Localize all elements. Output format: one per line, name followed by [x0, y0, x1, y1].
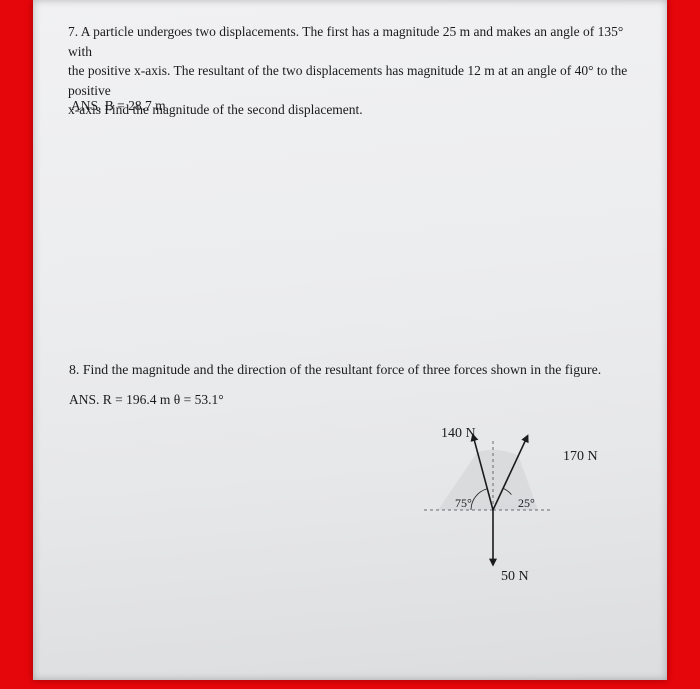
question-7-line2: the positive x-axis. The resultant of th…	[68, 61, 643, 100]
svg-text:50 N: 50 N	[501, 569, 529, 584]
svg-text:170 N: 170 N	[563, 449, 598, 464]
answer-7: ANS. B = 28.7 m	[71, 98, 166, 114]
question-8-text: Find the magnitude and the direction of …	[83, 362, 601, 377]
question-7-line1: A particle undergoes two displacements. …	[68, 24, 623, 59]
svg-text:140 N: 140 N	[441, 426, 476, 441]
question-7-number: 7.	[68, 24, 78, 39]
force-diagram: 140 N 170 N 50 N 75° 25°	[363, 415, 623, 595]
svg-text:75°: 75°	[455, 496, 472, 510]
svg-text:25°: 25°	[518, 496, 535, 510]
question-8: 8. Find the magnitude and the direction …	[69, 360, 644, 381]
answer-8: ANS. R = 196.4 m θ = 53.1°	[69, 392, 224, 408]
worksheet-page: 7. A particle undergoes two displacement…	[33, 0, 667, 680]
force-diagram-svg: 140 N 170 N 50 N 75° 25°	[363, 415, 623, 595]
question-8-number: 8.	[69, 362, 79, 377]
